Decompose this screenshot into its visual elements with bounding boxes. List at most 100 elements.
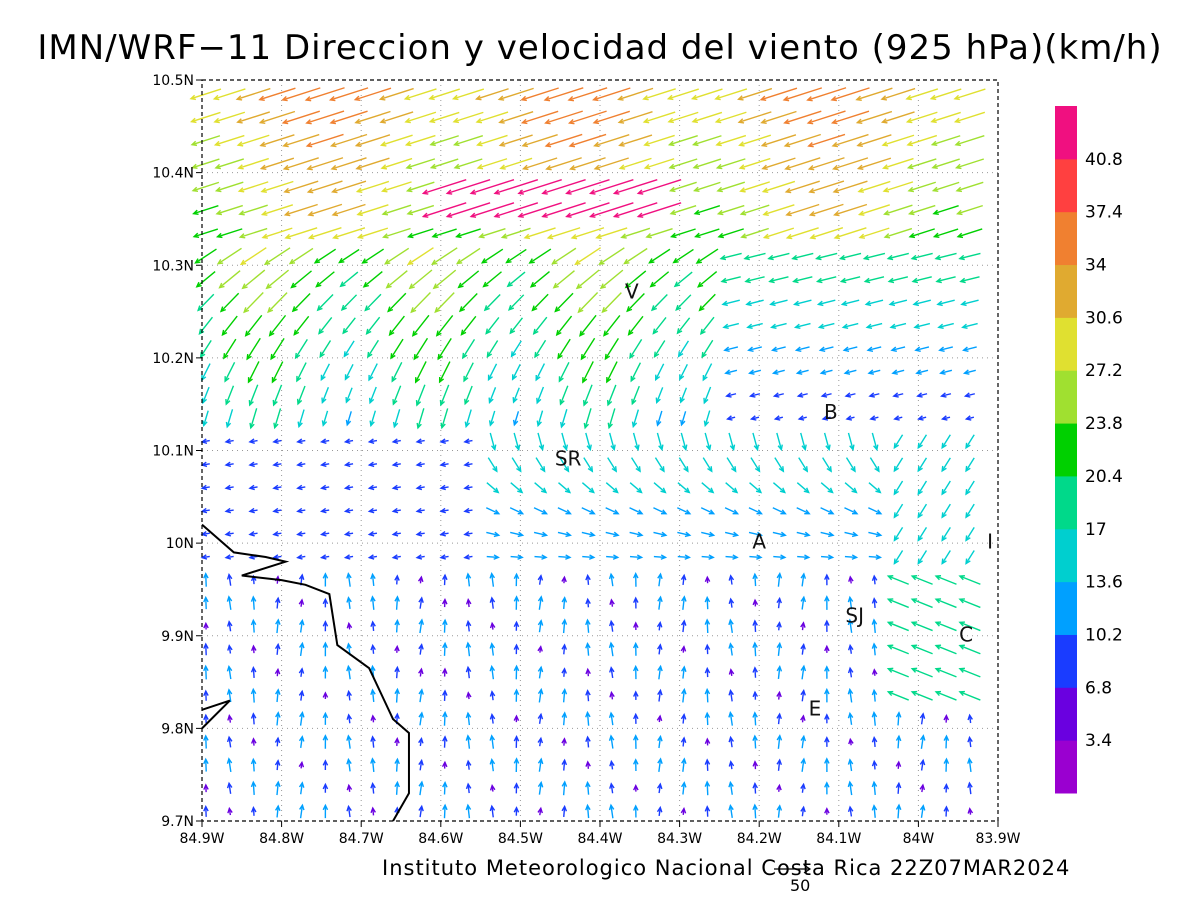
wind-vector [967,781,973,795]
wind-vector [719,252,742,261]
wind-vector [848,575,854,584]
city-label: SJ [845,604,864,628]
wind-vector [700,507,716,515]
wind-vector [250,757,257,772]
wind-vector [677,482,691,494]
wind-vector [701,339,714,359]
wind-vector [958,598,981,609]
wind-vector [868,531,883,538]
wind-vector [817,322,835,330]
colorbar-label: 20.4 [1085,467,1123,487]
wind-vector [248,461,258,468]
wind-vector [580,337,596,361]
wind-vector [346,621,353,630]
wind-vector [517,178,562,195]
wind-vector [219,292,240,313]
wind-vector [844,531,859,538]
x-tick-label: 84.5W [498,831,543,847]
wind-vector [203,713,209,724]
wind-vector [842,346,858,352]
wind-vector [203,805,209,817]
wind-vector [544,110,583,125]
wind-vector [717,228,744,239]
wind-vector [871,759,878,770]
wind-vector [319,461,330,468]
wind-vector [880,111,915,124]
wind-vector [608,734,615,749]
wind-vector [656,432,664,452]
wind-vector [381,204,412,216]
wind-vector [824,619,830,632]
wind-vector [702,457,713,473]
wind-vector [201,386,210,405]
wind-vector [914,346,930,352]
wind-vector [657,757,663,772]
wind-vector [322,572,329,587]
wind-vector [886,621,909,632]
wind-vector [824,644,830,653]
wind-vector [724,531,740,538]
city-label: SR [555,446,582,470]
wind-vector [394,780,400,795]
wind-vector [239,247,267,266]
wind-vector [370,781,376,794]
wind-vector [895,760,902,769]
wind-vector [633,690,639,700]
wind-vector [815,276,837,284]
wind-vector [725,482,739,494]
colorbar: 3.4 6.8 10.2 13.6 17 20.4 23.8 27.2 30.6 34 37.4 40… [1055,106,1123,794]
wind-vector [318,316,333,335]
wind-vector [368,363,378,382]
wind-vector [298,735,305,748]
wind-vector [243,292,264,314]
wind-vector [417,575,424,584]
wind-vector [776,572,783,587]
wind-vector [868,554,883,560]
wind-vector [776,665,783,680]
colorbar-segment [1055,423,1077,477]
wind-vector [715,158,746,170]
wind-vector [585,710,591,726]
wind-vector [703,410,711,428]
wind-vector [541,178,586,195]
wind-vector [192,228,219,239]
wind-vector [677,531,692,538]
wind-vector [796,392,808,398]
wind-vector [800,734,807,749]
wind-vector [919,734,926,749]
wind-vector [274,596,281,609]
wind-vector [438,361,451,384]
wind-vector [203,572,209,587]
wind-vector [800,621,806,631]
wind-vector [346,783,353,792]
wind-vector [345,411,352,427]
wind-vector [224,484,234,491]
wind-vector [752,781,758,794]
wind-vector [418,643,424,655]
wind-vector [723,346,739,352]
wind-vector [847,687,854,703]
wind-vector [474,88,509,101]
wind-vector [821,415,831,421]
wind-vector [568,133,607,148]
wind-vector [226,688,233,703]
wind-vector [746,322,763,330]
wind-vector [776,432,783,452]
wind-vector [214,158,245,170]
wind-vector [296,461,306,468]
wind-vector [370,688,376,702]
wind-vector [737,111,772,124]
wind-vector [871,432,879,452]
wind-vector [558,482,572,494]
wind-vector [465,598,472,608]
wind-vector [418,804,424,818]
wind-vector [934,598,957,609]
wind-vector [744,276,765,284]
wind-vector [405,181,435,193]
wind-vector [643,134,675,147]
x-tick-label: 84.8W [259,831,304,847]
x-tick-label: 84.9W [179,831,224,847]
wind-vector [441,597,448,608]
wind-vector [224,554,234,560]
wind-vector [886,598,909,609]
